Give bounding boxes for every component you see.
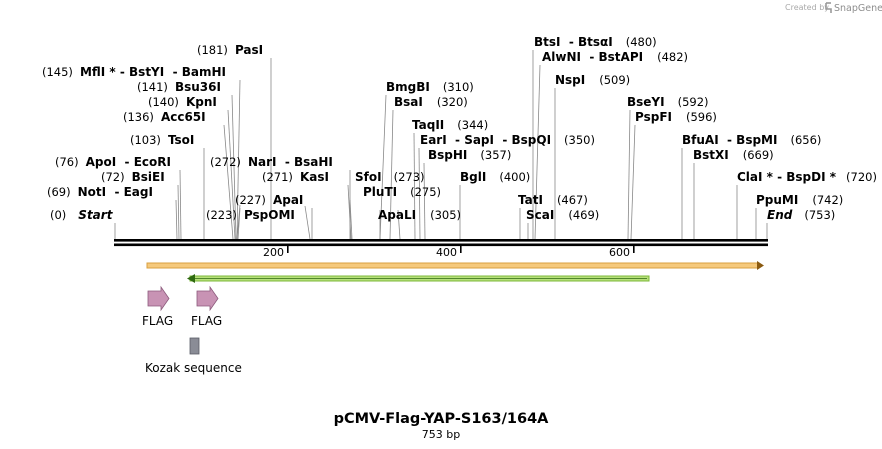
site-tick-line [630,124,636,240]
snapgene-logo-icon [825,2,832,13]
kozak-label: Kozak sequence [145,361,242,375]
green-feature-arrow[interactable] [187,274,650,283]
snapgene-credit: Created by SnapGene [785,2,882,14]
flag-feature-2[interactable]: FLAG [191,285,222,328]
site-tick-line [227,109,236,240]
site-noti[interactable]: (69) NotI - EagI [47,185,153,199]
site-bsiei[interactable]: (72) BsiEI [101,170,165,184]
orange-feature-arrow[interactable] [146,261,764,270]
kozak-box [189,337,200,355]
site-tick-line [175,199,178,240]
site-tick-line [177,184,180,240]
site-tick-line [413,132,416,240]
site-tick-line [389,109,394,240]
site-tick-line [236,79,241,240]
site-ppumi[interactable]: PpuMI (742) [756,193,843,207]
ruler-tick-200 [287,245,289,253]
site-alwni[interactable]: AlwNI - BstAPI (482) [542,50,688,64]
site-tick-line [231,94,237,240]
site-taqii[interactable]: TaqII (344) [412,118,488,132]
site-bfuai[interactable]: BfuAI - BspMI (656) [682,133,821,147]
site-acc65i[interactable]: (136) Acc65I [123,110,206,124]
site-tati[interactable]: TatI (467) [518,193,588,207]
site-clai[interactable]: ClaI * - BspDI * (720) [737,170,877,184]
site-btsi[interactable]: BtsI - BtsαI (480) [534,35,657,49]
site-kasi[interactable]: (271) KasI [262,170,329,184]
site-tick-line [347,184,352,240]
credit-brand: SnapGene [834,3,882,14]
site-apoi[interactable]: (76) ApoI - EcoRI [55,155,171,169]
site-sfoi[interactable]: SfoI (273) [355,170,425,184]
site-tick-line [423,162,426,240]
site-apali[interactable]: ApaLI (305) [378,208,461,222]
site-nari[interactable]: (272) NarI - BsaHI [210,155,333,169]
site-mfli[interactable]: (145) MflI * - BstYI - BamHI [42,65,226,79]
credit-prefix: Created by [785,3,829,12]
site-tick-line [237,207,241,240]
site-tick-line [627,109,631,240]
site-scai[interactable]: ScaI (469) [526,208,599,222]
map-length: 753 bp [422,428,460,441]
flag-2-arrow-icon [196,285,219,312]
site-tick-line [223,124,234,240]
site-apai[interactable]: (227) ApaI [235,193,303,207]
site-nspi[interactable]: NspI (509) [555,73,630,87]
site-tick-line [418,147,421,240]
site-bsphi[interactable]: BspHI (357) [428,148,511,162]
site-bgli[interactable]: BglI (400) [460,170,530,184]
ruler-label-600: 600 [609,246,630,259]
green-feature-arrowhead [187,274,195,283]
ruler-tick-600 [633,245,635,253]
site-tick-line [179,169,182,240]
site-tick-line [397,209,401,240]
flag-feature-1[interactable]: FLAG [142,285,173,328]
orange-feature-arrowhead [757,261,764,270]
site-pasi[interactable]: (181) PasI [197,43,263,57]
backbone-bottom-strand [114,243,768,247]
site-tick-lines [114,50,768,240]
ruler-label-200: 200 [263,246,284,259]
site-bsai[interactable]: BsaI (320) [394,95,468,109]
site-end[interactable]: End (753) [767,208,835,222]
site-pluti[interactable]: PluTI (275) [363,185,441,199]
orange-feature-body [146,262,760,269]
site-bsu36i[interactable]: (141) Bsu36I [137,80,221,94]
site-bmgbi[interactable]: BmgBI (310) [386,80,474,94]
site-tick-line [379,94,387,240]
ruler-tick-400 [460,245,462,253]
site-kpni[interactable]: (140) KpnI [148,95,217,109]
ruler: 200 400 600 [263,245,635,259]
site-start[interactable]: (0) Start [50,208,114,222]
flag-1-arrow-icon [147,285,170,312]
site-bstxi[interactable]: BstXI (669) [693,148,774,162]
dna-backbone [114,239,768,247]
flag-1-label: FLAG [142,314,173,328]
restriction-sites: (0) Start (69) NotI - EagI (72) BsiEI (76) A… [42,35,877,222]
site-tick-line [534,64,541,240]
map-title: pCMV-Flag-YAP-S163/164A [334,411,550,427]
site-pspfi[interactable]: PspFI (596) [635,110,717,124]
site-tick-line [304,205,311,240]
site-tsoi[interactable]: (103) TsoI [130,133,194,147]
ruler-label-400: 400 [436,246,457,259]
flag-2-label: FLAG [191,314,222,328]
kozak-feature[interactable]: Kozak sequence [145,337,242,375]
site-tick-line [349,199,353,240]
backbone-top-strand [114,239,768,242]
site-pspomi[interactable]: (223) PspOMI [206,208,295,222]
site-eari[interactable]: EarI - SapI - BspQI (350) [420,133,595,147]
site-bseyi[interactable]: BseYI (592) [627,95,709,109]
